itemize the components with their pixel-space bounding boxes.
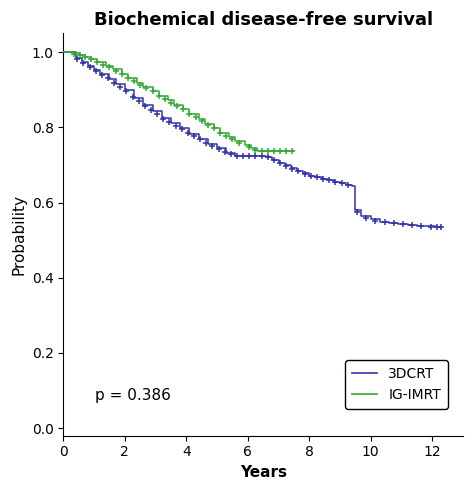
Text: p = 0.386: p = 0.386 (95, 388, 171, 403)
Y-axis label: Probability: Probability (11, 194, 26, 275)
Title: Biochemical disease-free survival: Biochemical disease-free survival (93, 11, 433, 29)
Legend: 3DCRT, IG-IMRT: 3DCRT, IG-IMRT (345, 360, 448, 409)
X-axis label: Years: Years (240, 465, 287, 480)
